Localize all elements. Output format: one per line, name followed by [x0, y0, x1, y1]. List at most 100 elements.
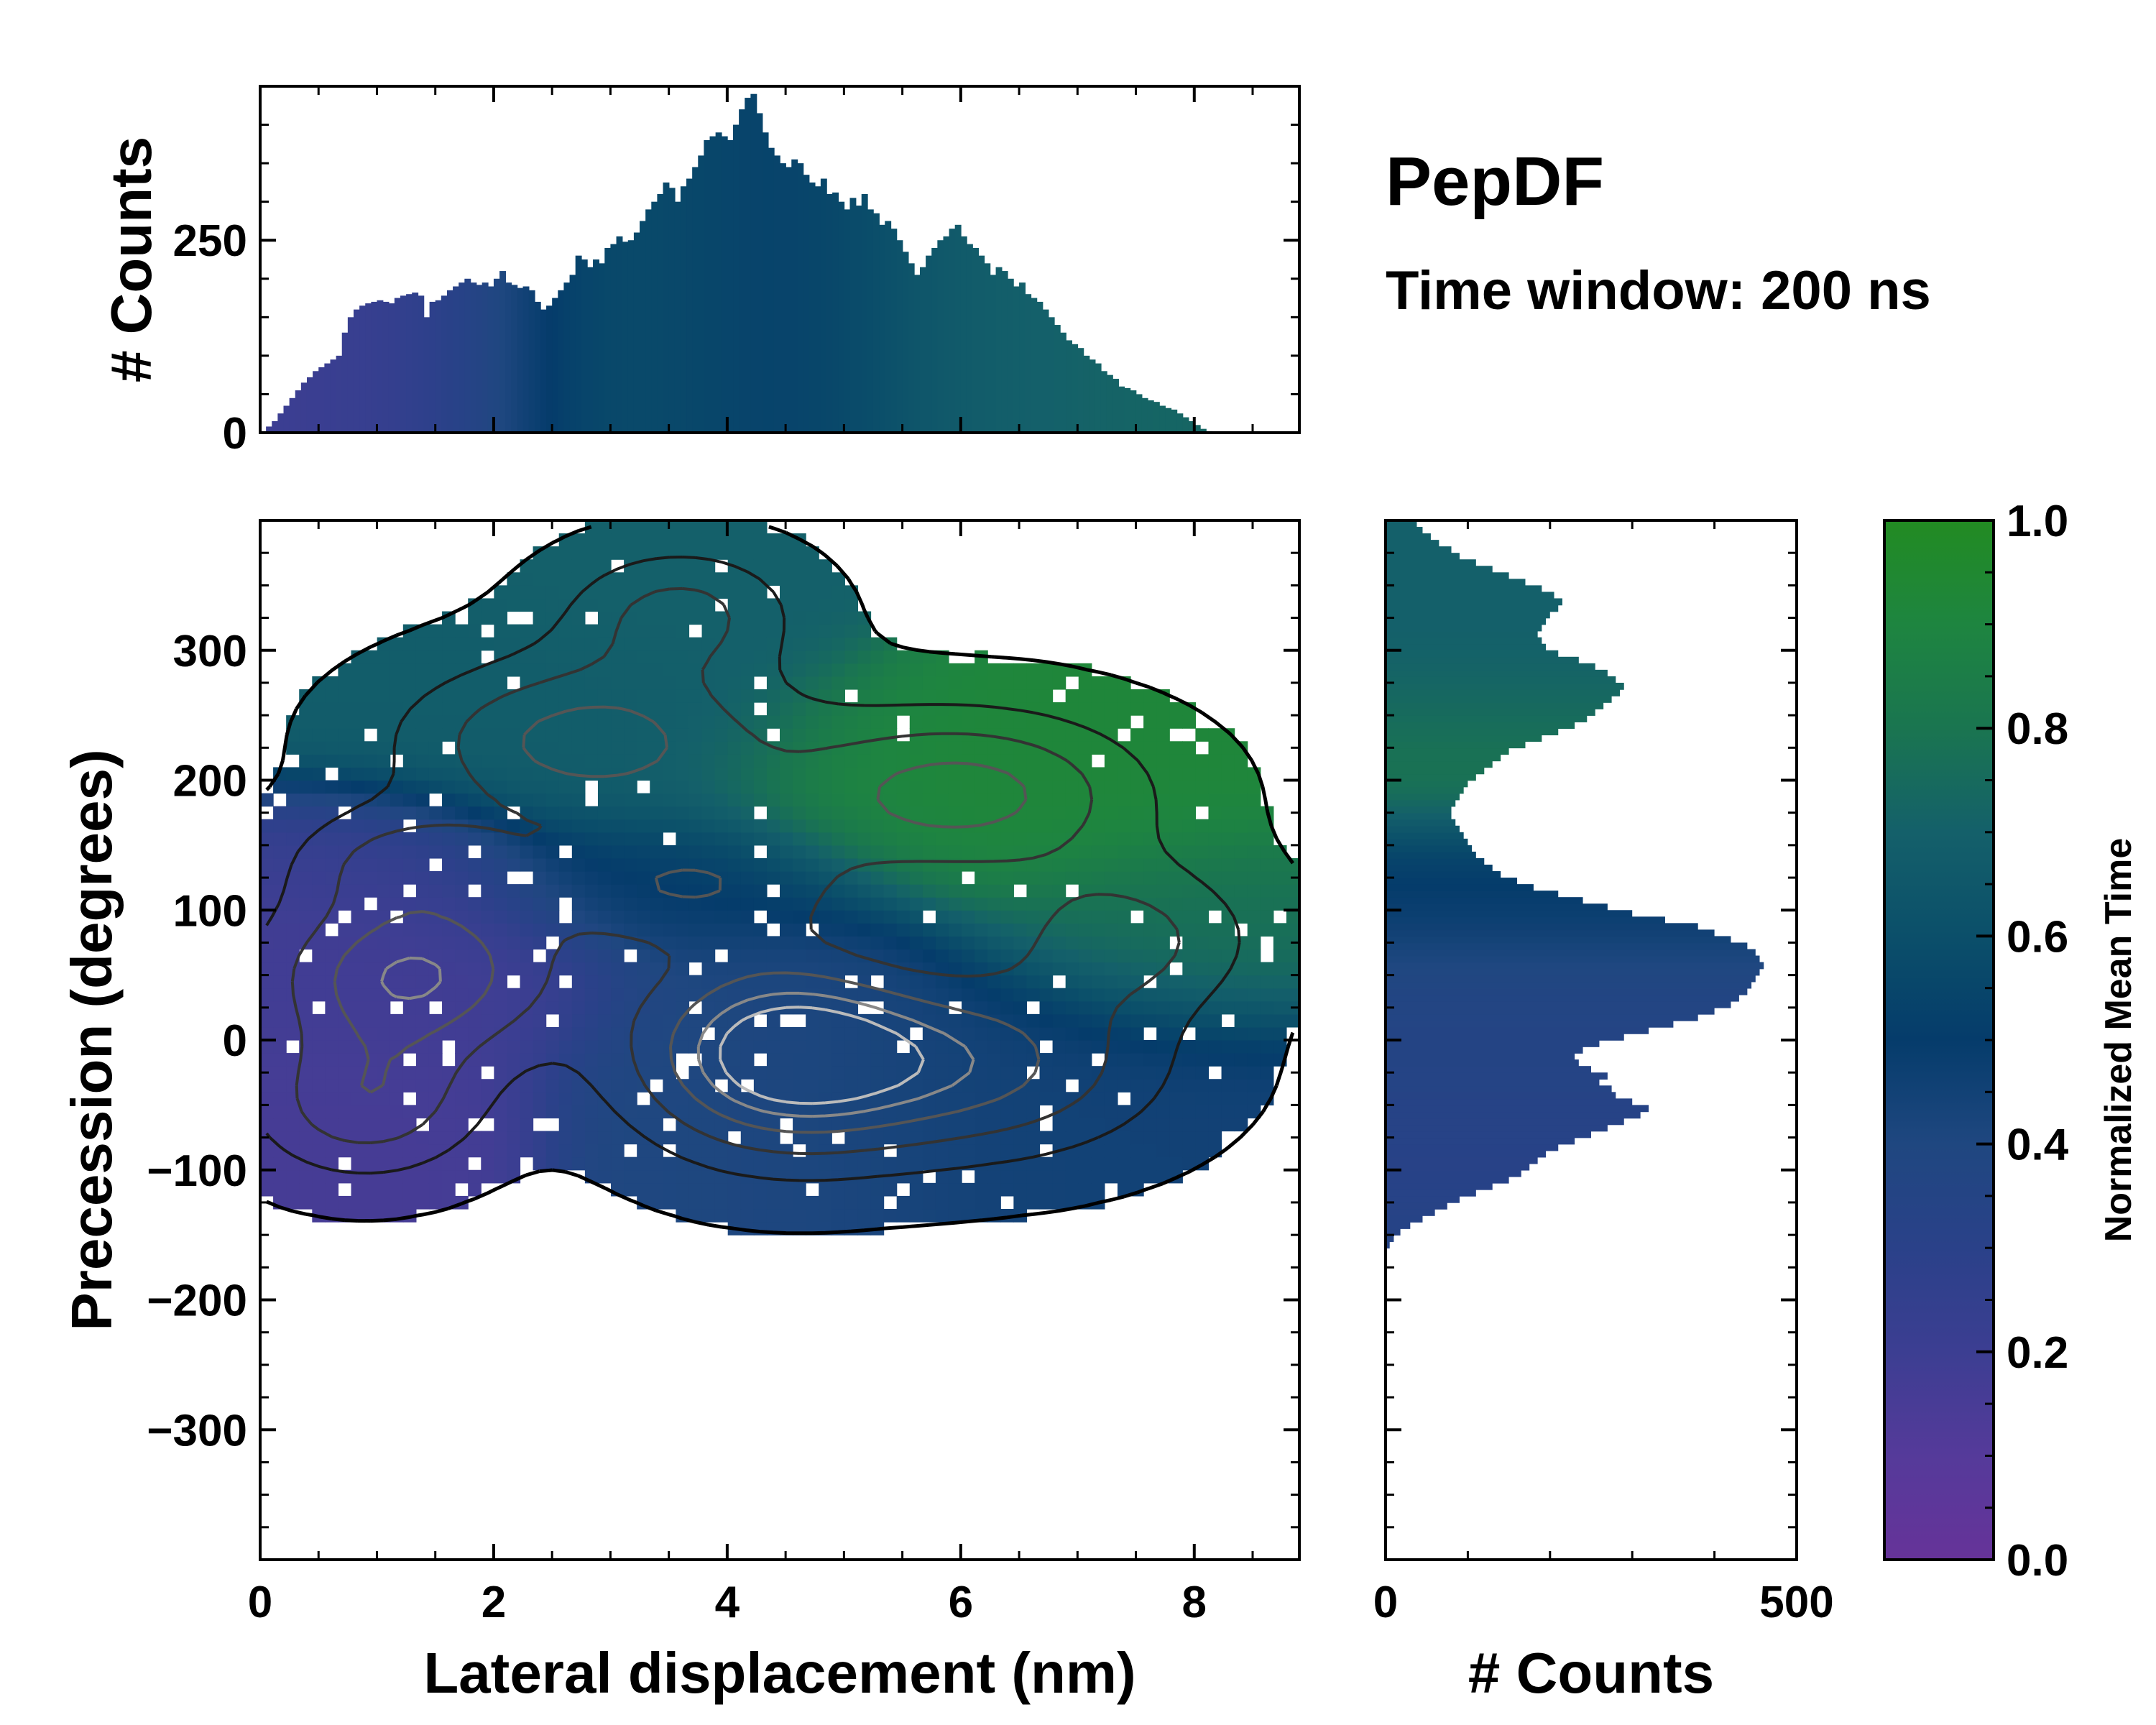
heatmap-cell: [494, 936, 508, 950]
heatmap-cell: [883, 793, 898, 807]
heatmap-cell: [987, 832, 1001, 846]
heatmap-cell: [831, 1182, 845, 1197]
heatmap-cell: [831, 897, 845, 911]
top-histogram-bar: [1135, 394, 1143, 433]
heatmap-cell: [390, 1118, 404, 1132]
heatmap-cell: [740, 1156, 755, 1171]
heatmap-cell: [455, 767, 469, 781]
heatmap-cell: [624, 1079, 637, 1092]
heatmap-cell: [962, 689, 975, 703]
heatmap-cell: [312, 780, 326, 794]
heatmap-cell: [1169, 1026, 1183, 1041]
heatmap-cell: [975, 1144, 988, 1158]
heatmap-cell: [637, 949, 650, 963]
heatmap-cell: [727, 546, 742, 560]
top-histogram-bar: [978, 255, 985, 433]
heatmap-cell: [312, 1105, 326, 1119]
heatmap-cell: [883, 949, 898, 963]
heatmap-cell: [624, 1000, 637, 1015]
heatmap-cell: [844, 1066, 859, 1080]
heatmap-cell: [948, 884, 962, 898]
heatmap-cell: [260, 962, 274, 976]
heatmap-cell: [442, 1000, 456, 1015]
heatmap-cell: [455, 962, 469, 976]
heatmap-cell: [1247, 871, 1261, 885]
heatmap-cell: [624, 780, 637, 794]
right-histogram-bar: [1386, 722, 1575, 729]
heatmap-cell: [909, 715, 923, 729]
heatmap-cell: [325, 1144, 339, 1158]
top-histogram-bar: [1072, 344, 1079, 433]
heatmap-cell: [1195, 1144, 1210, 1158]
heatmap-cell: [780, 780, 793, 794]
right-histogram-bar: [1386, 1105, 1649, 1113]
heatmap-cell: [637, 1000, 650, 1015]
heatmap-cell: [1156, 1000, 1170, 1015]
heatmap-cell: [701, 598, 716, 612]
heatmap-cell: [1286, 1013, 1299, 1028]
heatmap-cell: [325, 1105, 339, 1119]
heatmap-cell: [753, 1156, 768, 1171]
heatmap-cell: [455, 741, 469, 755]
heatmap-cell: [753, 897, 768, 911]
heatmap-cell: [1208, 819, 1222, 833]
heatmap-cell: [935, 884, 949, 898]
heatmap-cell: [1000, 988, 1014, 1002]
heatmap-cell: [676, 559, 690, 573]
heatmap-cell: [273, 1040, 287, 1054]
top-histogram-bar: [1112, 379, 1119, 433]
heatmap-cell: [611, 857, 625, 872]
heatmap-cell: [740, 857, 755, 872]
heatmap-cell: [766, 793, 780, 807]
heatmap-cell: [987, 949, 1001, 963]
heatmap-cell: [714, 611, 729, 625]
heatmap-cell: [1182, 793, 1196, 807]
heatmap-cell: [727, 715, 742, 729]
heatmap-cell: [520, 1118, 534, 1132]
heatmap-cell: [338, 1105, 352, 1119]
heatmap-cell: [1156, 975, 1170, 989]
heatmap-cell: [688, 806, 703, 820]
heatmap-cell: [844, 819, 859, 833]
heatmap-cell: [857, 1053, 872, 1067]
heatmap-cell: [753, 1182, 768, 1197]
heatmap-cell: [273, 1105, 287, 1119]
heatmap-cell: [545, 611, 560, 625]
heatmap-cell: [273, 988, 287, 1002]
heatmap-cell: [987, 1066, 1001, 1080]
heatmap-cell: [857, 767, 872, 781]
heatmap-cell: [1169, 702, 1183, 716]
heatmap-cell: [688, 910, 703, 924]
heatmap-cell: [753, 637, 768, 651]
heatmap-cell: [468, 611, 482, 625]
heatmap-cell: [831, 650, 845, 664]
right-histogram-bar: [1386, 871, 1501, 878]
heatmap-cell: [1156, 754, 1170, 768]
heatmap-cell: [806, 949, 819, 963]
heatmap-cell: [1000, 1079, 1014, 1092]
heatmap-cell: [1065, 741, 1079, 755]
right-histogram-bar: [1386, 780, 1468, 788]
heatmap-cell: [806, 845, 819, 859]
heatmap-cell: [468, 857, 482, 872]
heatmap-cell: [1078, 949, 1092, 963]
heatmap-cell: [922, 1040, 936, 1054]
top-histogram-bar: [563, 282, 571, 433]
heatmap-cell: [1221, 1026, 1235, 1041]
heatmap-cell: [987, 1182, 1001, 1197]
heatmap-cell: [1273, 923, 1287, 937]
heatmap-cell: [415, 1092, 430, 1105]
right-histogram-bar: [1386, 1208, 1435, 1216]
heatmap-cell: [312, 975, 326, 989]
subtitle: Time window: 200 ns: [1386, 260, 1931, 321]
heatmap-cell: [455, 1144, 469, 1158]
heatmap-cell: [299, 793, 313, 807]
right-histogram-bar: [1386, 1066, 1591, 1073]
heatmap-cell: [1026, 910, 1041, 924]
heatmap-cell: [545, 845, 560, 859]
heatmap-cell: [286, 936, 300, 950]
heatmap-cell: [1000, 832, 1014, 846]
heatmap-cell: [520, 910, 534, 924]
heatmap-cell: [1117, 754, 1131, 768]
heatmap-cell: [753, 1131, 768, 1145]
